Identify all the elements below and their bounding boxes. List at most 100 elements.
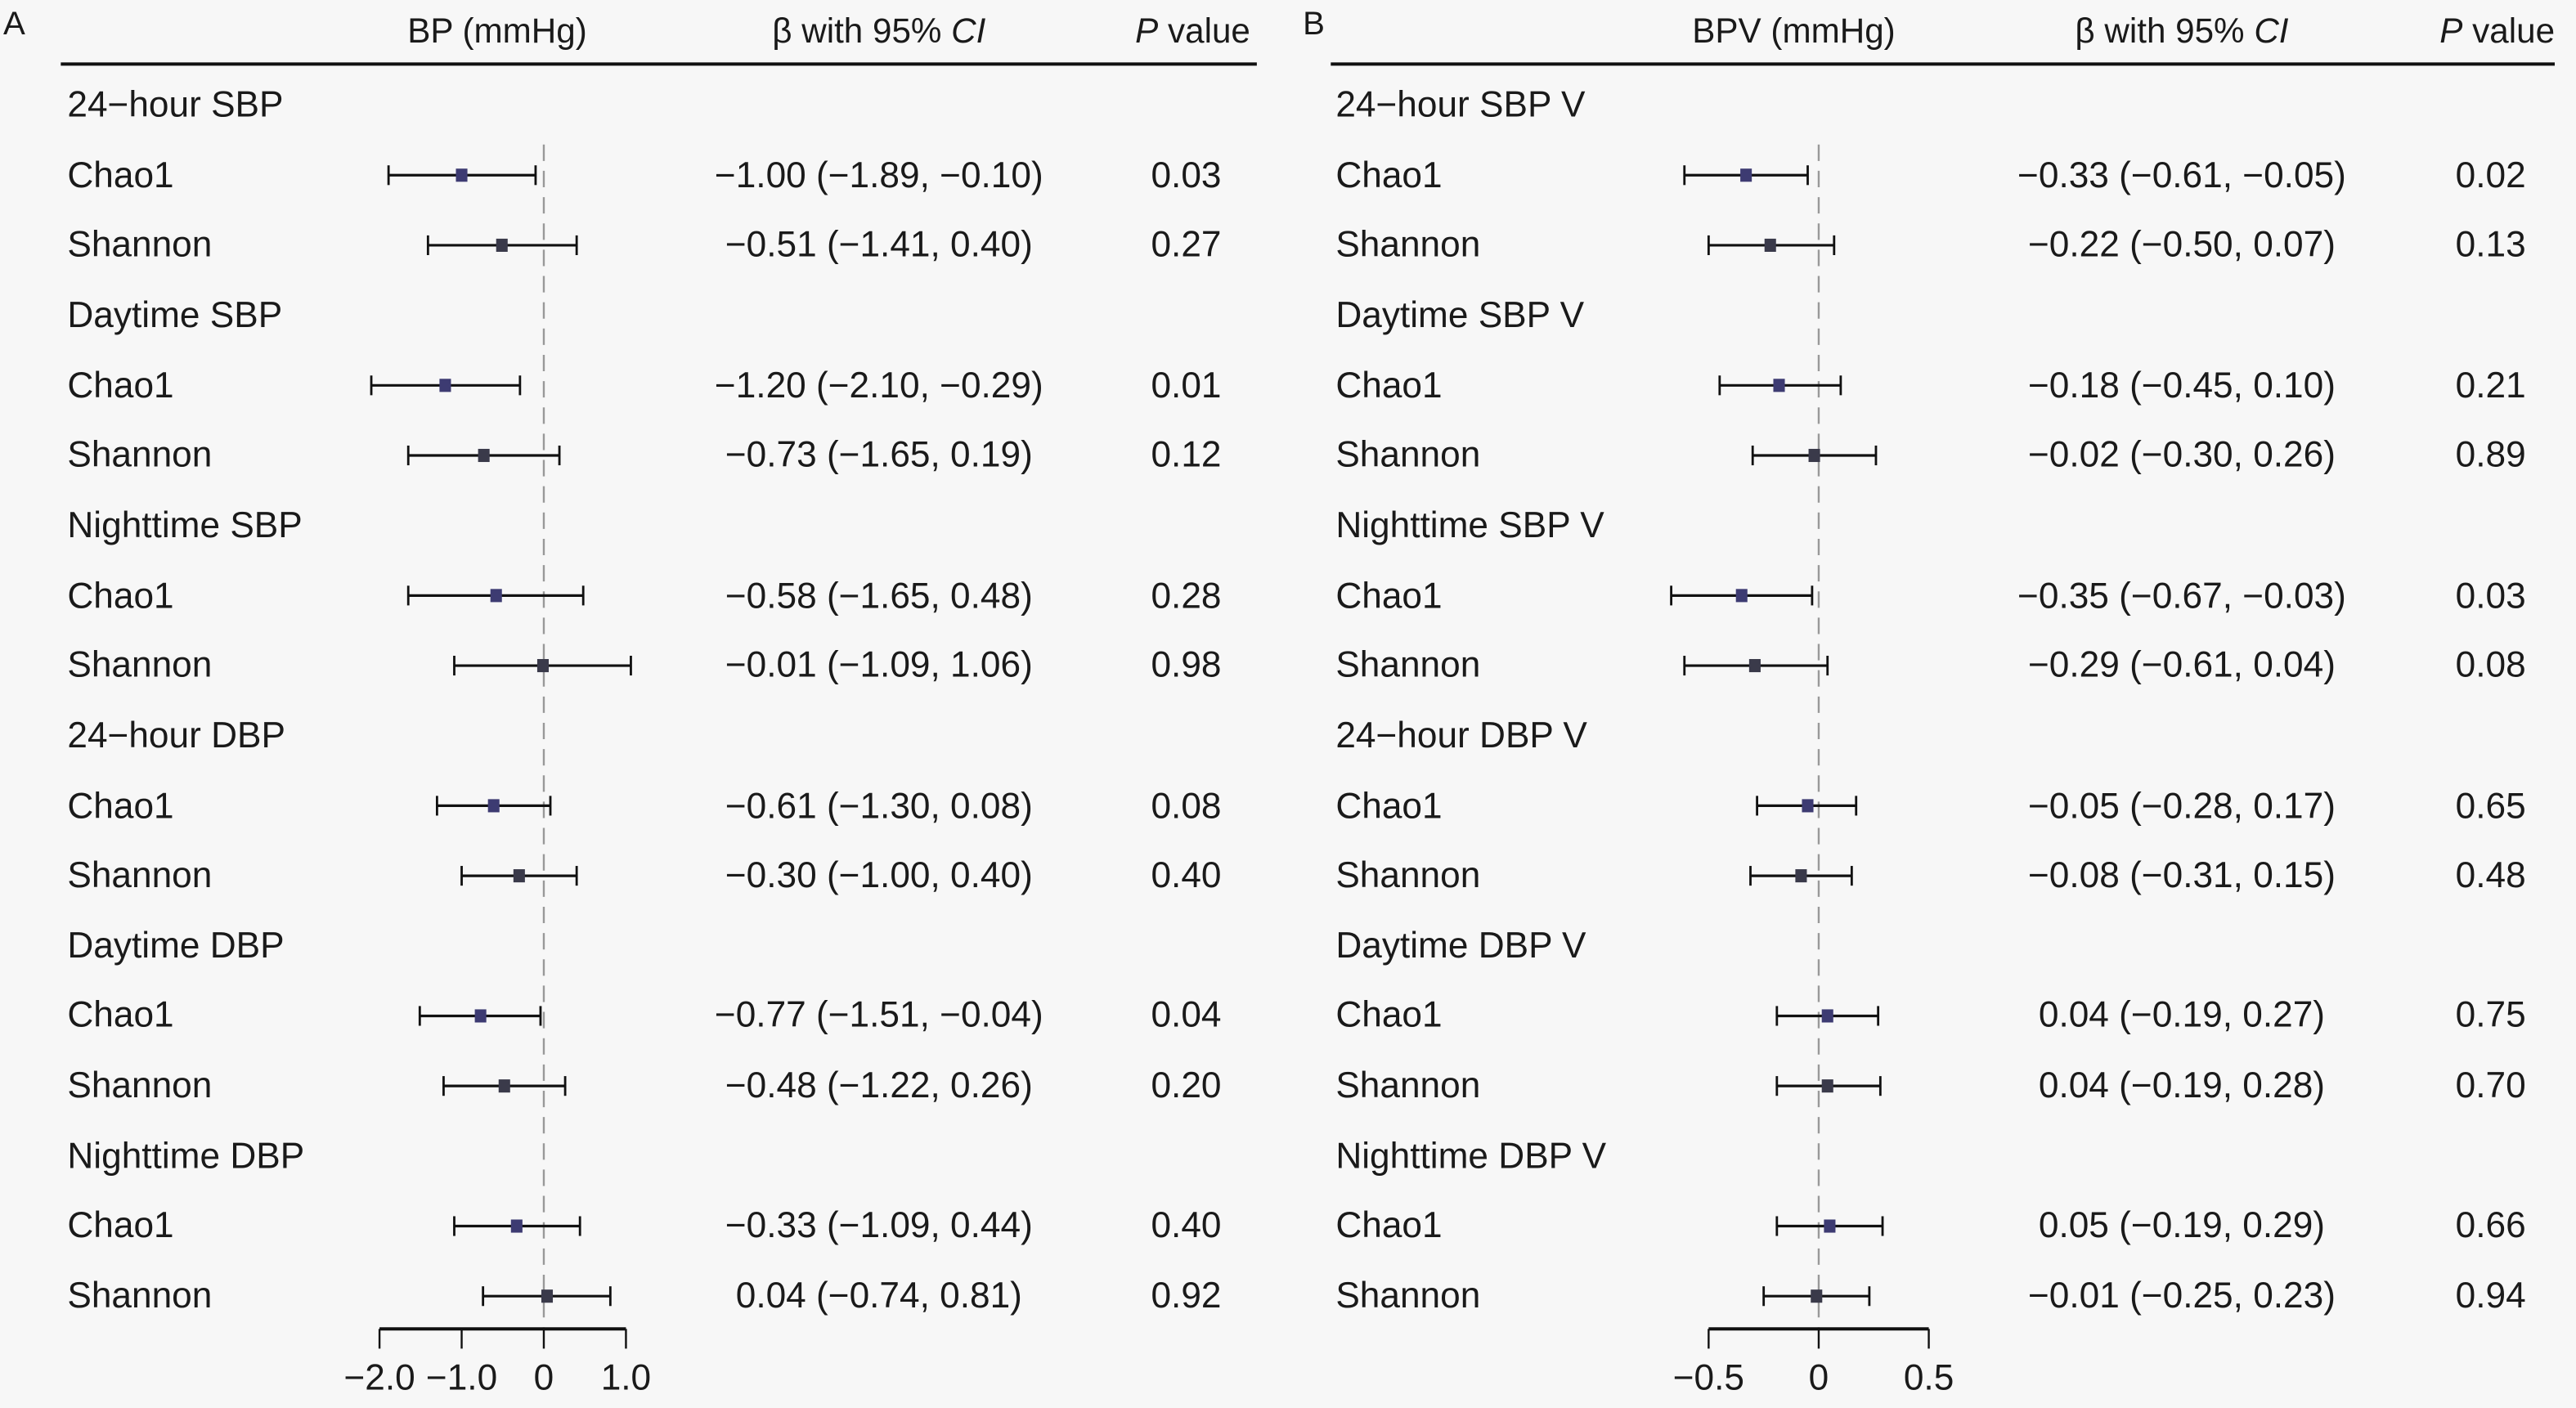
p-value: 0.08	[1151, 784, 1222, 826]
group-title: Nighttime SBP	[67, 504, 303, 545]
group-title: Daytime SBP V	[1335, 294, 1585, 335]
beta-ci-text: −0.35 (−0.67, −0.03)	[2017, 574, 2346, 616]
point-estimate-marker	[1740, 168, 1752, 182]
row-name: Shannon	[67, 223, 213, 266]
p-value: 0.66	[2455, 1204, 2526, 1246]
row-name: Chao1	[1335, 364, 1443, 406]
point-estimate-marker	[478, 448, 490, 463]
row-name: Shannon	[1335, 223, 1481, 266]
row-name: Chao1	[1335, 784, 1443, 826]
p-value-column-header: P value	[1135, 13, 1250, 52]
p-value: 0.40	[1151, 854, 1222, 896]
group-title: Daytime SBP	[67, 294, 283, 335]
p-value: 0.94	[2455, 1275, 2526, 1316]
beta-ci-text: −0.73 (−1.65, 0.19)	[725, 433, 1033, 476]
x-tick-label: −1.0	[425, 1356, 498, 1398]
p-value: 0.08	[2455, 643, 2526, 686]
beta-ci-text: −0.48 (−1.22, 0.26)	[725, 1065, 1033, 1106]
group-title: Nighttime DBP	[67, 1134, 305, 1176]
point-estimate-marker	[498, 1079, 510, 1093]
beta-header-text: β with 95%	[772, 13, 952, 52]
point-estimate-marker	[536, 659, 550, 673]
p-value: 0.20	[1151, 1065, 1222, 1106]
point-estimate-marker	[1821, 1079, 1833, 1093]
beta-ci-text: 0.04 (−0.19, 0.28)	[2038, 1065, 2326, 1106]
p-value: 0.75	[2455, 994, 2526, 1036]
plot-column-header: BP (mmHg)	[407, 13, 587, 52]
point-estimate-marker	[439, 379, 451, 392]
p-value: 0.70	[2455, 1065, 2526, 1106]
row-name: Shannon	[67, 643, 213, 686]
beta-ci-text: −0.01 (−0.25, 0.23)	[2027, 1275, 2336, 1316]
p-value: 0.12	[1151, 433, 1222, 476]
point-estimate-marker	[513, 869, 525, 883]
row-name: Chao1	[1335, 1204, 1443, 1246]
group-title: Nighttime SBP V	[1335, 504, 1604, 545]
x-tick-label: 0.5	[1903, 1356, 1954, 1398]
panel-label: B	[1303, 7, 1325, 43]
beta-ci-text: −0.22 (−0.50, 0.07)	[2027, 223, 2336, 266]
point-estimate-marker	[496, 238, 508, 252]
row-name: Shannon	[1335, 854, 1481, 896]
p-header-italic: P	[1135, 13, 1159, 52]
p-value: 0.03	[1151, 154, 1222, 195]
beta-ci-text: −0.33 (−1.09, 0.44)	[725, 1204, 1033, 1246]
point-estimate-marker	[1824, 1219, 1836, 1233]
p-value: 0.04	[1151, 994, 1222, 1036]
group-title: 24−hour DBP V	[1335, 714, 1587, 756]
p-value: 0.27	[1151, 223, 1222, 266]
beta-ci-text: −0.18 (−0.45, 0.10)	[2027, 364, 2336, 406]
beta-ci-text: −0.02 (−0.30, 0.26)	[2027, 433, 2336, 476]
point-estimate-marker	[1802, 799, 1814, 813]
beta-ci-text: −0.30 (−1.00, 0.40)	[725, 854, 1033, 896]
p-header-text: value	[2462, 13, 2556, 52]
beta-ci-text: −0.77 (−1.51, −0.04)	[714, 994, 1043, 1036]
beta-ci-text: −0.61 (−1.30, 0.08)	[725, 784, 1033, 826]
beta-ci-text: −1.00 (−1.89, −0.10)	[714, 154, 1043, 195]
point-estimate-marker	[510, 1219, 523, 1233]
group-title: 24−hour DBP	[67, 714, 285, 756]
beta-ci-text: 0.04 (−0.19, 0.27)	[2038, 994, 2326, 1036]
row-name: Shannon	[1335, 1275, 1481, 1316]
beta-ci-text: −0.51 (−1.41, 0.40)	[725, 223, 1033, 266]
row-name: Shannon	[1335, 433, 1481, 476]
row-name: Chao1	[67, 994, 174, 1036]
point-estimate-marker	[541, 1289, 554, 1303]
x-tick-label: −0.5	[1672, 1356, 1744, 1398]
point-estimate-marker	[1773, 379, 1785, 392]
group-title: 24−hour SBP	[67, 83, 284, 125]
row-name: Shannon	[67, 1065, 213, 1106]
p-value: 0.65	[2455, 784, 2526, 826]
row-name: Chao1	[1335, 994, 1443, 1036]
point-estimate-marker	[1764, 238, 1776, 252]
point-estimate-marker	[1748, 659, 1761, 673]
x-tick-label: −2.0	[343, 1356, 415, 1398]
beta-ci-text: −1.20 (−2.10, −0.29)	[714, 364, 1043, 406]
row-name: Chao1	[67, 364, 174, 406]
beta-ci-text: −0.58 (−1.65, 0.48)	[725, 574, 1033, 616]
p-value: 0.48	[2455, 854, 2526, 896]
point-estimate-marker	[1821, 1009, 1833, 1023]
point-estimate-marker	[1795, 869, 1807, 883]
p-header-italic: P	[2439, 13, 2463, 52]
panel-label: A	[3, 7, 25, 43]
x-tick-label: 0	[533, 1356, 554, 1398]
point-estimate-marker	[490, 589, 502, 603]
p-value: 0.98	[1151, 643, 1222, 686]
p-value: 0.02	[2455, 154, 2526, 195]
beta-ci-text: 0.05 (−0.19, 0.29)	[2038, 1204, 2326, 1246]
row-name: Shannon	[67, 1275, 213, 1316]
x-tick-label: 0	[1808, 1356, 1829, 1398]
point-estimate-marker	[1735, 589, 1748, 603]
group-title: Daytime DBP	[67, 924, 285, 966]
beta-ci-text: −0.29 (−0.61, 0.04)	[2027, 643, 2336, 686]
beta-header-text: β with 95%	[2075, 13, 2255, 52]
row-name: Shannon	[67, 854, 213, 896]
x-tick-label: 1.0	[600, 1356, 652, 1398]
p-value: 0.03	[2455, 574, 2526, 616]
header-rule	[61, 62, 1257, 66]
point-estimate-marker	[487, 799, 500, 813]
beta-ci-text: −0.08 (−0.31, 0.15)	[2027, 854, 2336, 896]
row-name: Chao1	[67, 154, 174, 195]
